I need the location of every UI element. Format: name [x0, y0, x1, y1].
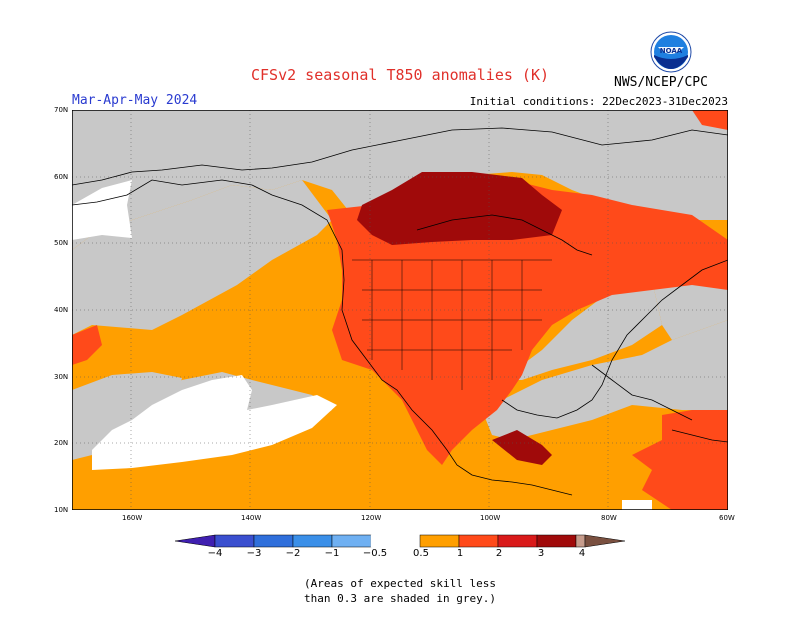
colorbar-arrow-right: [584, 534, 625, 548]
agency-label: NWS/NCEP/CPC: [614, 75, 708, 90]
colorbar-label-pos4: 4: [578, 548, 586, 559]
colorbar-label-pos05: 0.5: [413, 548, 429, 559]
colorbar-label-neg4: −4: [207, 548, 223, 559]
colorbar-pos3: [536, 534, 577, 548]
colorbar-pos05: [419, 534, 460, 548]
graticule: [72, 110, 728, 510]
lon-label-60w: 60W: [719, 514, 735, 522]
grey-region-north: [72, 110, 728, 250]
lon-label-160w: 160W: [122, 514, 143, 522]
map-title: CFSv2 seasonal T850 anomalies (K): [250, 66, 549, 84]
colorbar-label-neg3: −3: [246, 548, 262, 559]
red-region-north: [327, 180, 728, 465]
darkred-region-canada: [357, 172, 562, 245]
lon-label-140w: 140W: [241, 514, 262, 522]
colorbar-neg4: [214, 534, 255, 548]
colorbar-white: [370, 534, 411, 548]
lon-label-100w: 100W: [480, 514, 501, 522]
white-region-pacific: [92, 375, 337, 470]
season-label: Mar-Apr-May 2024: [72, 93, 198, 108]
grey-pacific: [72, 180, 332, 335]
initial-conditions-label: Initial conditions: 22Dec2023-31Dec2023: [469, 95, 728, 108]
lon-label-80w: 80W: [601, 514, 617, 522]
coastlines: [72, 127, 728, 496]
red-region-west: [72, 325, 102, 365]
lon-label-120w: 120W: [361, 514, 382, 522]
colorbar-neg1: [331, 534, 372, 548]
colorbar-label-neg1: −1: [324, 548, 340, 559]
lat-label-30n: 30N: [54, 373, 69, 381]
darkred-region-south: [492, 430, 552, 465]
colorbar-arrow-left: [175, 534, 216, 548]
colorbar-label-pos3: 3: [537, 548, 545, 559]
anomaly-map: [72, 110, 728, 510]
grey-gulf-atlantic: [482, 320, 728, 440]
lat-label-10n: 10N: [54, 506, 69, 514]
colorbar-label-pos2: 2: [495, 548, 503, 559]
colorbar-label-neg05: −0.5: [362, 548, 388, 559]
lat-label-70n: 70N: [54, 106, 69, 114]
colorbar-pos2: [497, 534, 538, 548]
grey-east: [502, 280, 662, 380]
colorbar-neg3: [253, 534, 294, 548]
colorbar: [175, 534, 625, 548]
white-region-small: [622, 500, 652, 510]
lat-label-60n: 60N: [54, 173, 69, 181]
noaa-logo-icon: NOAA: [650, 31, 692, 73]
red-region-ne: [692, 110, 728, 130]
colorbar-neg2: [292, 534, 333, 548]
skill-note: (Areas of expected skill less than 0.3 a…: [0, 576, 800, 606]
colorbar-label-neg2: −2: [285, 548, 301, 559]
lat-label-50n: 50N: [54, 239, 69, 247]
red-region-caribbean: [632, 410, 728, 510]
skill-note-line1: (Areas of expected skill less: [303, 577, 497, 590]
lat-label-40n: 40N: [54, 306, 69, 314]
colorbar-label-pos1: 1: [456, 548, 464, 559]
lat-label-20n: 20N: [54, 439, 69, 447]
logo-text: NOAA: [660, 47, 683, 55]
colorbar-pos1: [458, 534, 499, 548]
white-region-alaska: [72, 180, 132, 240]
colorbar-pos4: [575, 534, 586, 548]
skill-note-line2: than 0.3 are shaded in grey.): [303, 592, 497, 605]
